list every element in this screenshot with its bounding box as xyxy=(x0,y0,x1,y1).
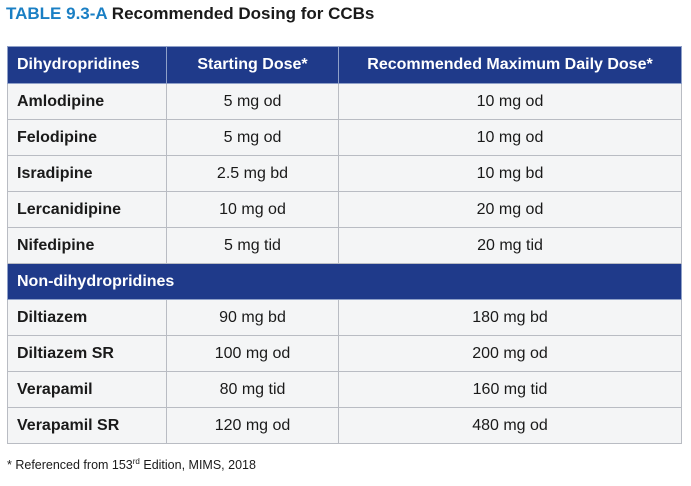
drug-name: Verapamil xyxy=(7,371,167,408)
header-row: Dihydropridines Starting Dose* Recommend… xyxy=(7,46,682,84)
drug-name: Diltiazem xyxy=(7,299,167,336)
dosing-table: Dihydropridines Starting Dose* Recommend… xyxy=(7,46,682,444)
max-dose: 10 mg od xyxy=(338,119,682,156)
starting-dose: 90 mg bd xyxy=(166,299,339,336)
header-drug-class: Dihydropridines xyxy=(7,46,167,84)
drug-name: Verapamil SR xyxy=(7,407,167,444)
table-row: Amlodipine 5 mg od 10 mg od xyxy=(7,83,682,120)
max-dose: 20 mg od xyxy=(338,191,682,228)
starting-dose: 5 mg od xyxy=(166,83,339,120)
drug-name: Lercanidipine xyxy=(7,191,167,228)
table-caption: Recommended Dosing for CCBs xyxy=(111,4,375,23)
section-label-non-dihydropridines: Non-dihydropridines xyxy=(7,263,682,300)
drug-name: Amlodipine xyxy=(7,83,167,120)
max-dose: 10 mg bd xyxy=(338,155,682,192)
section-header-row: Non-dihydropridines xyxy=(7,263,682,300)
max-dose: 200 mg od xyxy=(338,335,682,372)
table-row: Lercanidipine 10 mg od 20 mg od xyxy=(7,191,682,228)
starting-dose: 5 mg tid xyxy=(166,227,339,264)
starting-dose: 5 mg od xyxy=(166,119,339,156)
table-row: Isradipine 2.5 mg bd 10 mg bd xyxy=(7,155,682,192)
table-row: Verapamil SR 120 mg od 480 mg od xyxy=(7,407,682,444)
max-dose: 180 mg bd xyxy=(338,299,682,336)
max-dose: 10 mg od xyxy=(338,83,682,120)
max-dose: 160 mg tid xyxy=(338,371,682,408)
drug-name: Nifedipine xyxy=(7,227,167,264)
starting-dose: 100 mg od xyxy=(166,335,339,372)
table-row: Felodipine 5 mg od 10 mg od xyxy=(7,119,682,156)
max-dose: 480 mg od xyxy=(338,407,682,444)
drug-name: Diltiazem SR xyxy=(7,335,167,372)
table-row: Diltiazem SR 100 mg od 200 mg od xyxy=(7,335,682,372)
header-max-daily-dose: Recommended Maximum Daily Dose* xyxy=(338,46,682,84)
footnote-suffix: Edition, MIMS, 2018 xyxy=(139,458,256,472)
footnote-superscript: rd xyxy=(132,457,140,466)
starting-dose: 2.5 mg bd xyxy=(166,155,339,192)
drug-name: Felodipine xyxy=(7,119,167,156)
table-title: TABLE 9.3-A Recommended Dosing for CCBs xyxy=(6,4,374,24)
header-starting-dose: Starting Dose* xyxy=(166,46,339,84)
table-row: Verapamil 80 mg tid 160 mg tid xyxy=(7,371,682,408)
table-row: Nifedipine 5 mg tid 20 mg tid xyxy=(7,227,682,264)
starting-dose: 80 mg tid xyxy=(166,371,339,408)
footnote-prefix: * Referenced from 153 xyxy=(7,458,133,472)
starting-dose: 120 mg od xyxy=(166,407,339,444)
starting-dose: 10 mg od xyxy=(166,191,339,228)
drug-name: Isradipine xyxy=(7,155,167,192)
footnote: * Referenced from 153rd Edition, MIMS, 2… xyxy=(7,457,256,472)
table-number: TABLE 9.3-A xyxy=(6,4,108,23)
table-row: Diltiazem 90 mg bd 180 mg bd xyxy=(7,299,682,336)
max-dose: 20 mg tid xyxy=(338,227,682,264)
